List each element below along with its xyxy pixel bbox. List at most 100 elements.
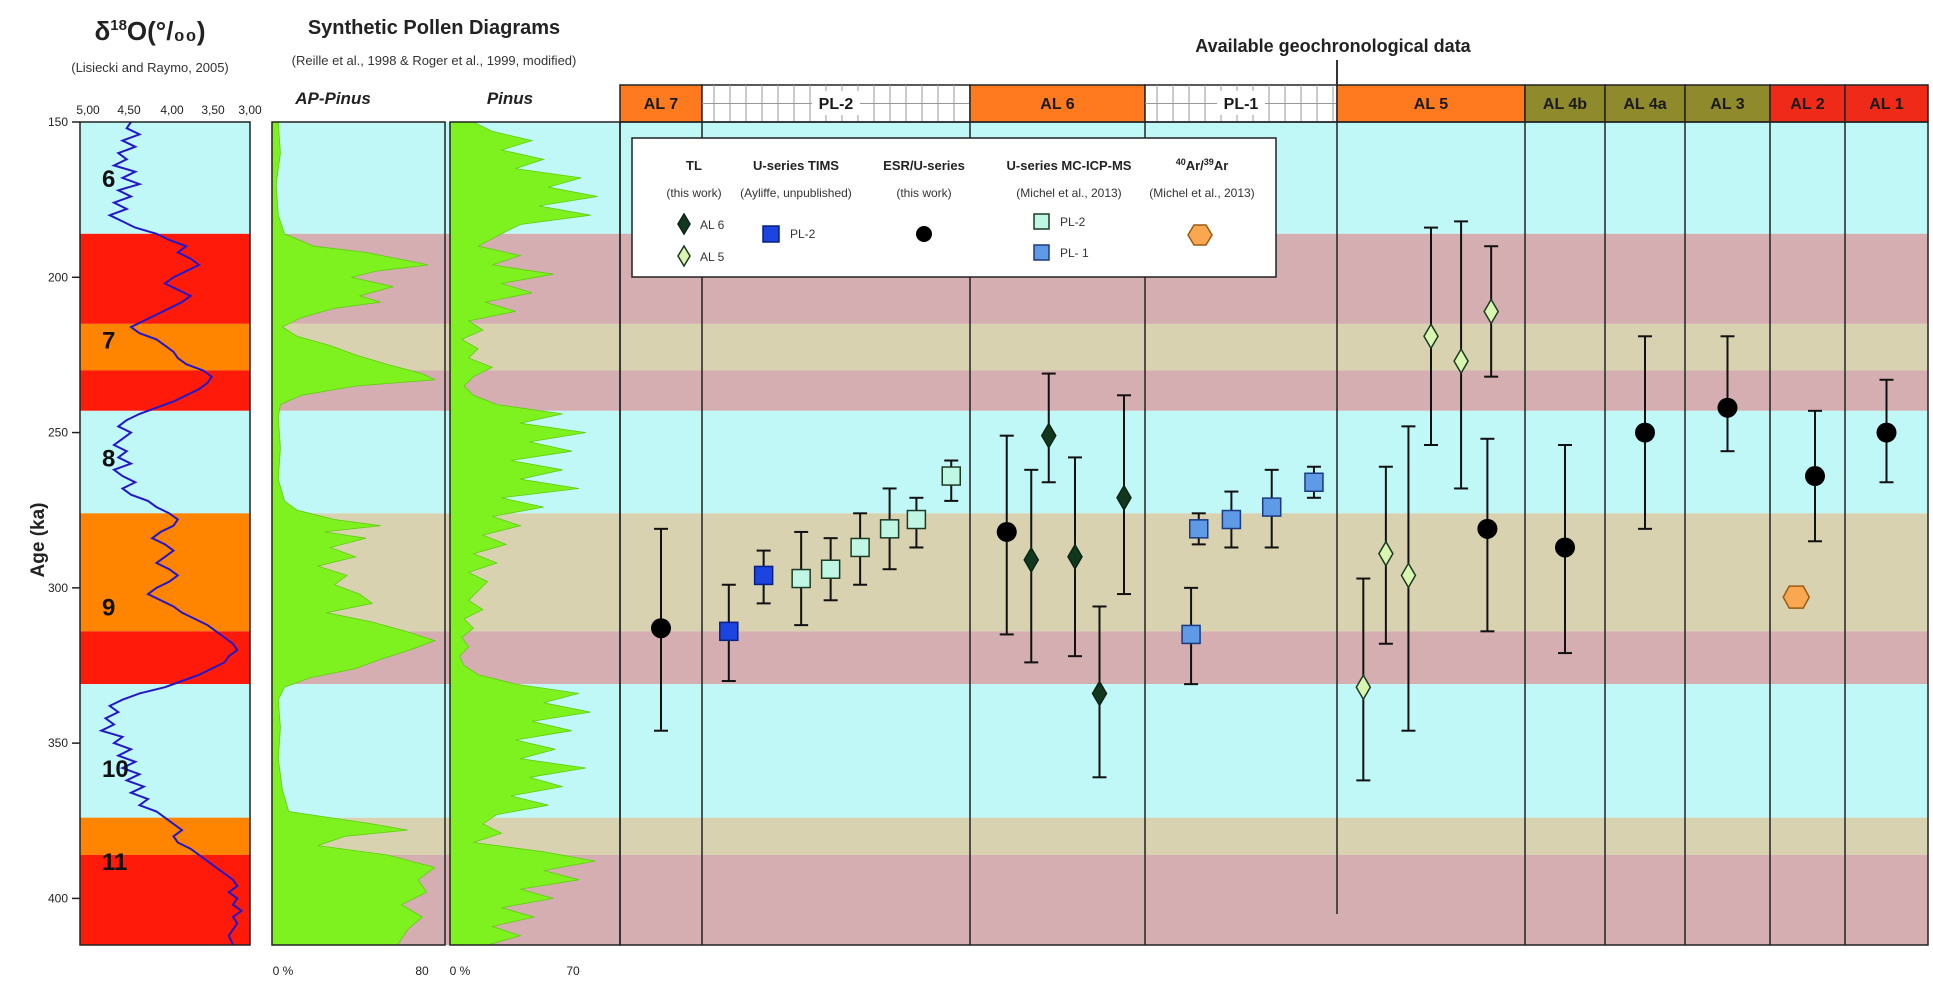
- d18o-line: [98, 121, 244, 946]
- data-point-diamond: [1116, 484, 1132, 512]
- legend-mc-pl2-label: PL-2: [1060, 215, 1086, 229]
- data-point-square: [1221, 509, 1242, 530]
- legend-mc-sub: (Michel et al., 2013): [1016, 186, 1121, 200]
- d18o-title: δ18O(°/₀₀): [94, 16, 205, 46]
- d18o-tick: 5,00: [76, 103, 100, 117]
- legend-ar-mid: Ar/: [1186, 158, 1204, 173]
- age-tick-label: 400: [48, 891, 68, 905]
- layer-headers: AL 7 PL-2 AL 6 PL-1 AL 5 AL 4b AL 4a AL 3 AL 2 AL…: [619, 84, 1929, 123]
- mis-band: [80, 323, 250, 371]
- d18o-x-axis: 5,00 4,50 4,00 3,50 3,00: [76, 103, 262, 117]
- data-point-square: [753, 565, 774, 586]
- ap-pinus-area: [271, 121, 437, 946]
- mis-label: 11: [102, 849, 127, 876]
- chart-frame: [619, 121, 1929, 946]
- age-tick-label: 150: [48, 115, 68, 129]
- age-band: [272, 370, 1928, 411]
- legend-tl-al5-marker: [677, 244, 691, 268]
- data-point-circle: [1635, 422, 1655, 443]
- legend-tims-marker: [762, 225, 780, 243]
- pinus-tick-0: 0 %: [450, 964, 471, 978]
- legend-tims-sub: (Ayliffe, unpublished): [740, 186, 852, 200]
- layer-header-label-bg: [812, 91, 860, 115]
- layer-header-label: AL 5: [1414, 96, 1448, 113]
- mis-label: 7: [102, 327, 115, 354]
- mis-band: [80, 684, 250, 818]
- data-point-diamond: [1378, 540, 1394, 568]
- d18o-source: (Lisiecki and Raymo, 2005): [71, 60, 229, 75]
- legend-tl-sub: (this work): [666, 186, 721, 200]
- legend-tl-al6-marker: [677, 212, 691, 236]
- data-point-square: [906, 509, 927, 530]
- legend-tims-title: U-series TIMS: [753, 158, 839, 173]
- data-point-square: [850, 537, 870, 558]
- layer-header-label: AL 7: [644, 96, 678, 113]
- data-point-hexagon: [1782, 585, 1811, 609]
- layer-header-label: AL 4b: [1543, 96, 1587, 113]
- age-band: [272, 817, 1928, 855]
- data-point-diamond: [1067, 543, 1083, 571]
- data-point-diamond: [1091, 679, 1108, 707]
- data-point-diamond: [1423, 322, 1439, 350]
- legend-ar-marker: [1187, 224, 1213, 246]
- legend-ar-sub: (Michel et al., 2013): [1149, 186, 1254, 200]
- legend-esr-marker: [916, 226, 932, 242]
- data-point-circle: [1477, 518, 1498, 539]
- d18o-title-delta: δ: [94, 16, 110, 46]
- data-point-diamond: [1400, 561, 1417, 589]
- legend-ar-sup2: 39: [1204, 157, 1214, 167]
- d18o-tick: 3,00: [238, 103, 262, 117]
- legend-tl-title: TL: [686, 158, 702, 173]
- layer-header-label: AL 1: [1869, 96, 1903, 113]
- data-point-diamond: [1483, 297, 1500, 325]
- pinus-label: Pinus: [487, 89, 533, 108]
- mis-band: [80, 410, 250, 514]
- ap-frame: [271, 121, 446, 946]
- layer-header-box: [1524, 84, 1606, 123]
- mis-band: [80, 854, 250, 945]
- d18o-curve: [98, 121, 244, 946]
- data-points: [651, 220, 1897, 782]
- geochron-title: Available geochronological data: [1195, 36, 1471, 56]
- data-point-square: [719, 621, 739, 642]
- data-point-square: [820, 559, 841, 579]
- data-point-square: [941, 466, 961, 486]
- age-axis-label: Age (ka): [28, 503, 49, 578]
- legend-tl-al6-label: AL 6: [700, 218, 725, 232]
- data-point-circle: [1555, 537, 1575, 558]
- mis-band: [80, 631, 250, 685]
- legend-mc-pl2-marker: [1033, 213, 1050, 230]
- pinus-tick-70: 70: [566, 964, 580, 978]
- d18o-tick: 4,00: [160, 103, 184, 117]
- frames: [79, 121, 1929, 946]
- legend-ar-title: 40Ar/39Ar: [1176, 157, 1229, 173]
- d18o-title-sup: 18: [110, 17, 127, 34]
- mis-band: [80, 233, 250, 324]
- age-tick-label: 350: [48, 736, 68, 750]
- mis-label: 6: [102, 166, 115, 193]
- age-tick-label: 300: [48, 581, 68, 595]
- layer-header-box: [1336, 84, 1526, 123]
- data-point-circle: [1876, 422, 1897, 443]
- legend-mc-title: U-series MC-ICP-MS: [1007, 158, 1132, 173]
- d18o-tick: 3,50: [201, 103, 225, 117]
- data-point-diamond: [1040, 422, 1057, 450]
- legend-ar-end: Ar: [1214, 158, 1228, 173]
- mis-label: 8: [102, 445, 115, 472]
- d18o-title-tail: O(°/₀₀): [127, 16, 206, 46]
- pollen-source: (Reille et al., 1998 & Roger et al., 199…: [292, 53, 577, 68]
- legend-mc-pl1-label: PL- 1: [1060, 246, 1089, 260]
- age-tick-label: 200: [48, 270, 68, 284]
- legend-esr-sub: (this work): [896, 186, 951, 200]
- layer-header-label: AL 3: [1710, 96, 1744, 113]
- data-point-square: [1189, 519, 1209, 539]
- ap-tick-0: 0 %: [273, 964, 294, 978]
- layer-header-label: PL-2: [819, 96, 854, 113]
- data-point-diamond: [1023, 546, 1040, 574]
- ap-tick-80: 80: [415, 964, 429, 978]
- layer-header-label: AL 6: [1040, 96, 1074, 113]
- layer-header-label-bg: [1217, 91, 1265, 115]
- layer-header-label: PL-1: [1224, 96, 1259, 113]
- data-point-circle: [651, 618, 671, 639]
